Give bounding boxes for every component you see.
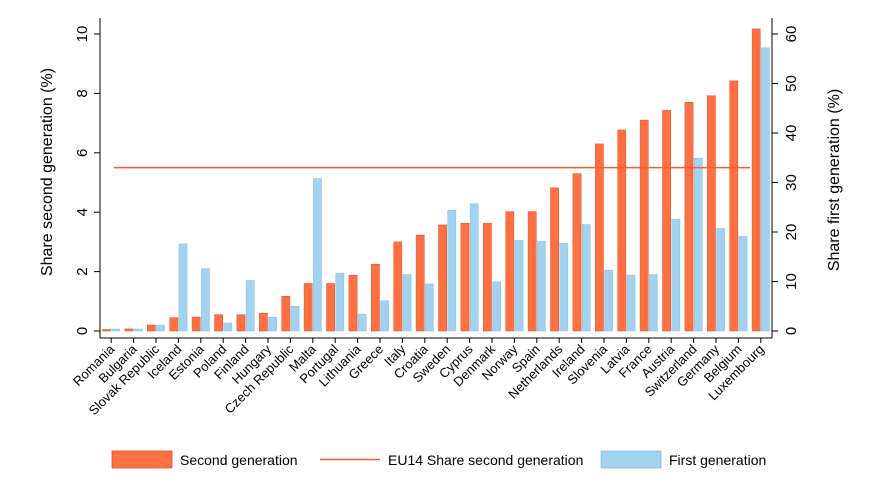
bar-first-generation (447, 209, 457, 332)
bar-first-generation (716, 228, 725, 332)
bar-second-generation (281, 296, 291, 332)
legend-swatch-first-generation (600, 450, 662, 469)
left-axis-title: Share second generation (%) (39, 68, 56, 276)
bar-first-generation (201, 268, 210, 332)
bar-second-generation (415, 234, 425, 332)
bar-first-generation (245, 280, 255, 332)
bar-second-generation (124, 328, 134, 332)
legend-label-first-generation: First generation (669, 452, 766, 468)
left-tick-label: 8 (74, 89, 91, 97)
right-tick-label: 30 (783, 174, 800, 191)
right-tick-label: 20 (783, 224, 800, 241)
bar-first-generation (559, 243, 569, 332)
bar-second-generation (102, 329, 111, 332)
bar-first-generation (402, 274, 412, 332)
bar-first-generation (313, 178, 322, 332)
bar-first-generation (290, 306, 300, 332)
bar-first-generation (537, 241, 546, 332)
bar-second-generation (191, 316, 201, 332)
bar-second-generation (595, 143, 604, 332)
bar-first-generation (357, 313, 367, 332)
bar-second-generation (236, 314, 246, 332)
bar-first-generation (626, 274, 636, 332)
bar-second-generation (483, 222, 492, 332)
right-tick-label: 0 (783, 327, 800, 335)
left-tick-label: 10 (74, 26, 91, 43)
bar-second-generation (460, 222, 470, 332)
left-tick-label: 0 (74, 327, 91, 335)
bar-first-generation (111, 328, 121, 332)
bar-first-generation (649, 274, 658, 332)
bar-second-generation (393, 241, 403, 332)
right-tick-label: 50 (783, 75, 800, 92)
bar-first-generation (156, 324, 165, 332)
bar-first-generation (581, 224, 591, 332)
bar-first-generation (425, 283, 434, 332)
bar-first-generation (514, 240, 524, 332)
bar-second-generation (371, 263, 380, 332)
bar-first-generation (380, 300, 389, 332)
bar-second-generation (751, 28, 761, 332)
bar-second-generation (707, 95, 716, 332)
left-tick-label: 2 (74, 267, 91, 275)
bar-first-generation (469, 203, 479, 332)
right-tick-label: 10 (783, 273, 800, 290)
left-tick-label: 6 (74, 149, 91, 157)
right-tick-label: 60 (783, 26, 800, 43)
bar-first-generation (268, 316, 277, 332)
bar-second-generation (505, 211, 515, 332)
bar-second-generation (550, 187, 559, 332)
bar-second-generation (617, 129, 627, 332)
bar-second-generation (684, 102, 694, 332)
left-axis: 0 2 4 6 8 10 (74, 18, 101, 338)
bar-first-generation (671, 218, 681, 332)
bar-second-generation (662, 110, 671, 332)
legend-swatch-second-generation (111, 450, 173, 469)
legend: Second generation EU14 Share second gene… (111, 450, 766, 469)
bar-second-generation (303, 283, 313, 332)
left-tick-label: 4 (74, 208, 91, 216)
right-axis-title: Share first generation (%) (826, 89, 843, 271)
bar-first-generation (604, 269, 613, 332)
bar-second-generation (348, 274, 358, 332)
bar-first-generation (492, 281, 501, 332)
right-axis: 0 10 20 30 40 50 60 (771, 18, 800, 338)
bar-first-generation (178, 243, 188, 332)
bar-first-generation (761, 47, 770, 332)
bar-second-generation (326, 283, 335, 332)
bar-second-generation (259, 312, 268, 332)
bar-first-generation (693, 157, 703, 332)
right-tick-label: 40 (783, 125, 800, 142)
bar-first-generation (738, 236, 748, 332)
legend-label-second-generation: Second generation (180, 452, 298, 468)
bar-second-generation (572, 173, 582, 332)
bar-second-generation (438, 224, 447, 332)
plot-area (102, 28, 770, 332)
bar-second-generation (147, 324, 156, 332)
bar-second-generation (639, 119, 649, 332)
bar-first-generation (133, 328, 143, 332)
bar-second-generation (729, 80, 739, 332)
bar-second-generation (169, 317, 179, 332)
bar-first-generation (223, 322, 233, 332)
bar-first-generation (335, 272, 345, 332)
bar-second-generation (214, 314, 223, 332)
legend-label-eu14-line: EU14 Share second generation (388, 452, 583, 468)
bar-second-generation (527, 211, 537, 332)
